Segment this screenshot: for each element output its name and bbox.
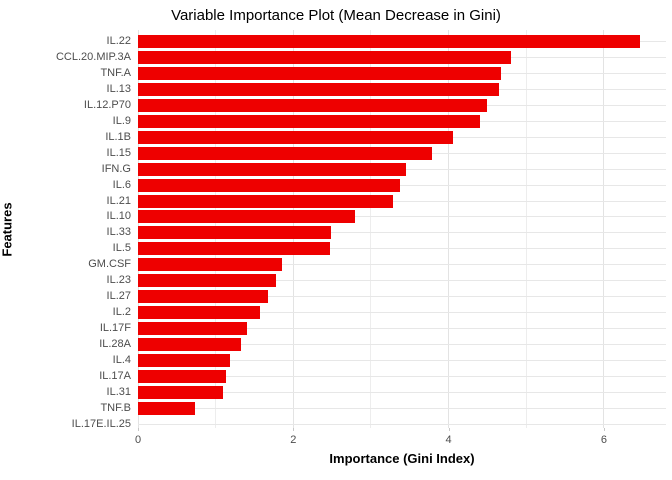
importance-bar-IL.33 [138,226,331,240]
importance-bar-CCL.20.MIP.3A [138,50,512,64]
importance-bar-IL.2 [138,306,260,320]
importance-bar-IL.22 [138,35,641,48]
x-axis-title: Importance (Gini Index) [329,451,475,466]
y-category-gridline [138,232,666,234]
y-category-gridline [138,280,666,282]
y-category-gridline [138,200,666,202]
y-tick-label: IL.17E.IL.25 [71,417,131,430]
y-tick-label: IL.13 [106,82,131,95]
y-tick-label: GM.CSF [88,258,131,271]
importance-bar-IL.5 [138,242,330,256]
importance-bar-IL.31 [138,385,223,399]
importance-bar-TNF.B [138,401,195,415]
y-category-gridline [138,407,666,409]
importance-bar-IL.1B [138,130,454,144]
y-tick-label: IL.12.P70 [83,98,131,111]
y-category-gridline [138,264,666,266]
y-tick-label: CCL.20.MIP.3A [55,50,131,63]
x-tick-label: 4 [445,434,452,446]
importance-bar-IL.9 [138,114,480,128]
y-tick-label: IL.31 [106,385,131,398]
x-tick-mark [293,428,295,431]
importance-bar-IL.23 [138,274,277,288]
x-tick-mark [603,428,605,431]
y-tick-label: IL.21 [106,194,131,207]
y-tick-label: TNF.B [100,401,131,414]
y-category-gridline [138,360,666,361]
y-category-gridline [138,391,666,393]
x-tick-label: 6 [600,434,607,446]
importance-bar-IL.17A [138,369,226,383]
x-minor-gridline [525,30,527,428]
y-tick-label: IL.9 [112,114,131,127]
y-category-gridline [138,375,666,377]
y-tick-label: IL.17F [99,322,131,335]
importance-bar-IL.15 [138,146,433,160]
importance-bar-GM.CSF [138,258,282,272]
y-tick-label: IL.33 [106,226,131,239]
y-category-gridline [138,248,666,250]
importance-bar-IL.6 [138,178,401,192]
x-tick-mark [448,428,450,431]
x-tick-mark [138,428,139,431]
y-tick-label: IL.4 [112,354,131,366]
y-category-gridline [138,328,666,330]
y-tick-label: IFN.G [101,162,131,175]
importance-bar-IL.17F [138,322,247,336]
y-tick-label: TNF.A [100,66,131,79]
y-category-gridline [138,296,666,298]
x-minor-gridline [370,30,372,428]
importance-bar-IL.28A [138,338,242,352]
plot-panel [137,30,666,428]
importance-bar-IL.10 [138,210,356,224]
importance-bar-TNF.A [138,66,502,80]
importance-bar-IL.4 [138,354,230,367]
y-tick-label: IL.6 [112,178,131,191]
y-category-gridline [138,184,666,186]
x-tick-label: 2 [290,434,297,446]
y-category-gridline [138,423,666,425]
y-category-gridline [138,344,666,346]
importance-bar-IL.21 [138,194,393,208]
y-tick-label: IL.1B [105,130,131,143]
y-category-gridline [138,216,666,218]
importance-bar-IL.27 [138,290,268,304]
y-tick-label: IL.23 [106,274,131,287]
importance-bar-IL.13 [138,82,500,96]
y-tick-label: IL.28A [99,338,131,351]
y-category-gridline [138,312,666,314]
chart-title: Variable Importance Plot (Mean Decrease … [171,7,501,24]
y-tick-label: IL.2 [112,306,131,319]
y-tick-label: IL.27 [106,290,131,303]
y-tick-label: IL.22 [106,35,131,47]
x-major-gridline [603,30,605,428]
y-tick-label: IL.5 [112,242,131,255]
importance-bar-IFN.G [138,162,406,176]
importance-bar-IL.12.P70 [138,98,487,112]
x-tick-label: 0 [134,434,142,446]
y-tick-label: IL.17A [99,369,131,382]
y-tick-label: IL.15 [106,146,131,159]
y-tick-label: IL.10 [106,210,131,223]
x-major-gridline [448,30,450,428]
